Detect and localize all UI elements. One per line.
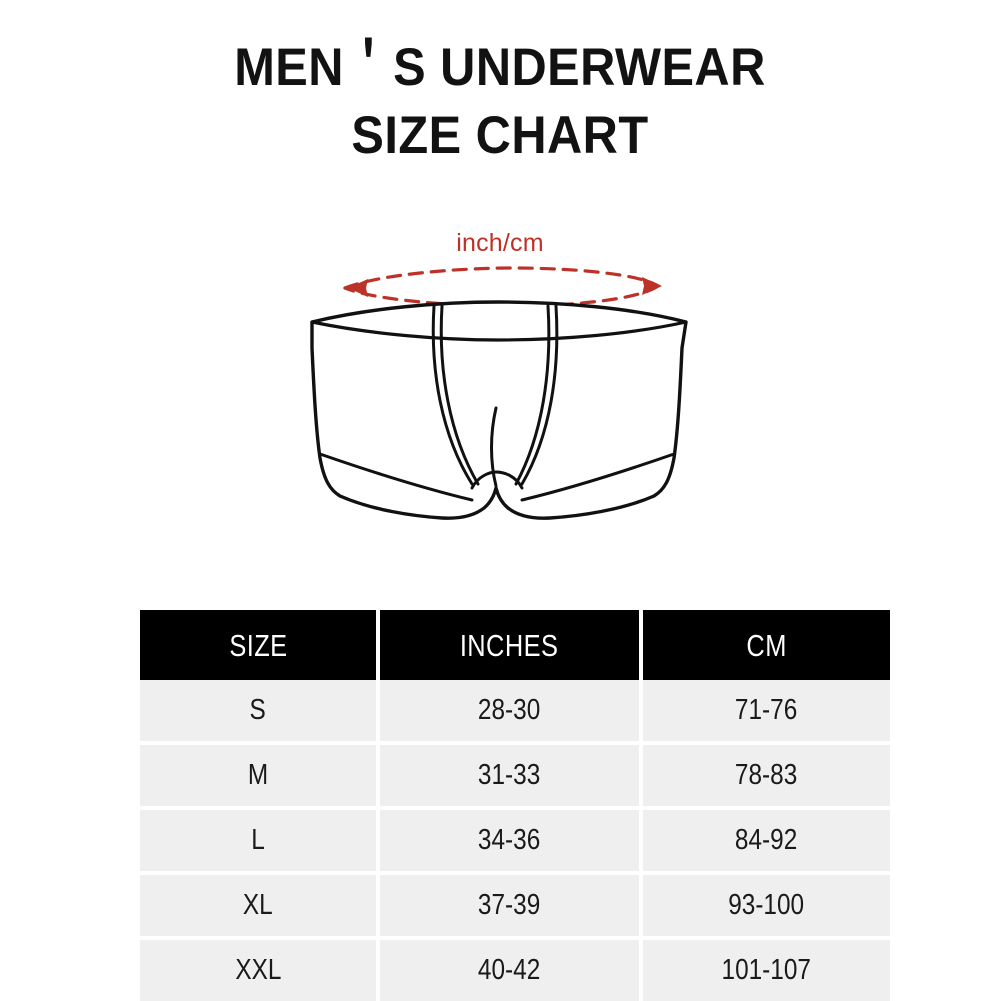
size-chart-table: SIZE INCHES CM S 28-30 71-76 M 31-33 78-…	[140, 610, 890, 1001]
cell-size: L	[140, 810, 380, 875]
garment-outline	[310, 300, 688, 520]
measure-unit-label: inch/cm	[456, 229, 544, 257]
table-row: XL 37-39 93-100	[140, 875, 890, 940]
table-row: XXL 40-42 101-107	[140, 940, 890, 1001]
cell-cm: 78-83	[643, 745, 890, 810]
table-row: L 34-36 84-92	[140, 810, 890, 875]
page-title: MEN＇S UNDERWEAR SIZE CHART	[0, 34, 1000, 170]
pouch-seams	[431, 304, 559, 486]
cell-cm: 101-107	[643, 940, 890, 1001]
measure-arrow-left	[348, 279, 368, 297]
crotch-gusset	[470, 470, 524, 490]
measure-arrow-right	[642, 277, 662, 295]
center-fly-seam	[490, 406, 498, 488]
boxer-briefs-illustration	[250, 222, 750, 562]
title-line-1: MEN＇S UNDERWEAR	[234, 38, 766, 97]
cell-size: XL	[140, 875, 380, 940]
column-header-inches: INCHES	[380, 610, 643, 680]
waistband	[310, 320, 688, 342]
table-header-row: SIZE INCHES CM	[140, 610, 890, 680]
column-header-cm: CM	[643, 610, 890, 680]
cell-cm: 71-76	[643, 680, 890, 745]
cell-inches: 31-33	[380, 745, 643, 810]
cell-cm: 84-92	[643, 810, 890, 875]
waist-measure-ellipse	[343, 266, 660, 308]
cell-size: S	[140, 680, 380, 745]
table-row: M 31-33 78-83	[140, 745, 890, 810]
leg-hems	[318, 452, 676, 502]
cell-size: XXL	[140, 940, 380, 1001]
column-header-size: SIZE	[140, 610, 380, 680]
cell-inches: 40-42	[380, 940, 643, 1001]
table-row: S 28-30 71-76	[140, 680, 890, 745]
cell-inches: 34-36	[380, 810, 643, 875]
title-line-2: SIZE CHART	[351, 106, 649, 165]
cell-cm: 93-100	[643, 875, 890, 940]
cell-size: M	[140, 745, 380, 810]
cell-inches: 37-39	[380, 875, 643, 940]
cell-inches: 28-30	[380, 680, 643, 745]
